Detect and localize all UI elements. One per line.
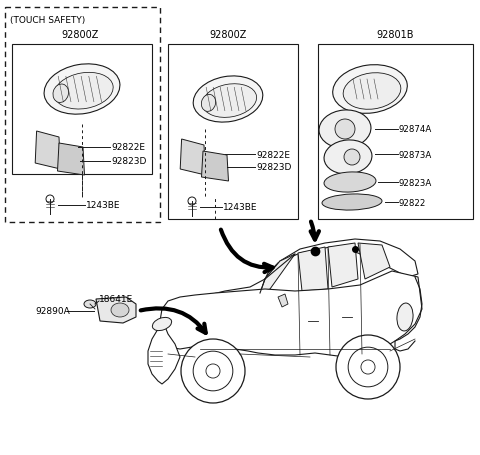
Circle shape: [188, 197, 196, 206]
Ellipse shape: [324, 141, 372, 175]
Ellipse shape: [397, 303, 413, 331]
Polygon shape: [35, 131, 60, 170]
Circle shape: [344, 150, 360, 166]
Polygon shape: [278, 294, 288, 307]
Ellipse shape: [193, 77, 263, 123]
Circle shape: [348, 348, 388, 387]
Ellipse shape: [84, 300, 96, 308]
Circle shape: [46, 196, 54, 203]
Text: 92822E: 92822E: [256, 150, 290, 159]
Polygon shape: [358, 243, 390, 279]
Polygon shape: [265, 239, 418, 279]
Circle shape: [335, 120, 355, 140]
Bar: [318, 45, 473, 219]
Text: 1243BE: 1243BE: [223, 203, 257, 212]
Ellipse shape: [203, 85, 257, 118]
Ellipse shape: [333, 66, 408, 114]
Text: 1243BE: 1243BE: [86, 201, 120, 210]
Bar: [168, 45, 298, 219]
Ellipse shape: [202, 95, 216, 112]
Text: 92822E: 92822E: [111, 143, 145, 152]
Ellipse shape: [152, 318, 172, 331]
Circle shape: [206, 364, 220, 378]
Text: 92801B: 92801B: [376, 30, 414, 40]
Text: 92874A: 92874A: [399, 125, 432, 134]
Ellipse shape: [343, 74, 401, 110]
Polygon shape: [180, 140, 205, 176]
Polygon shape: [328, 243, 358, 288]
Polygon shape: [58, 144, 84, 176]
Ellipse shape: [324, 172, 376, 192]
Polygon shape: [160, 271, 422, 357]
Text: 92890A: 92890A: [35, 307, 70, 316]
Circle shape: [193, 351, 233, 391]
Polygon shape: [260, 254, 295, 293]
Text: 18641E: 18641E: [99, 295, 133, 304]
Text: 92822: 92822: [399, 198, 426, 207]
Text: 92823D: 92823D: [256, 163, 291, 172]
Ellipse shape: [319, 111, 371, 149]
Text: (TOUCH SAFETY): (TOUCH SAFETY): [10, 15, 85, 25]
Ellipse shape: [44, 65, 120, 115]
Text: 92800Z: 92800Z: [209, 30, 247, 40]
Text: 92800Z: 92800Z: [61, 30, 99, 40]
Text: 92823A: 92823A: [399, 178, 432, 187]
Circle shape: [361, 360, 375, 374]
Circle shape: [336, 335, 400, 399]
Polygon shape: [162, 279, 265, 319]
Text: 92823D: 92823D: [111, 157, 146, 166]
Bar: [5, 8, 160, 222]
Polygon shape: [298, 248, 328, 291]
Ellipse shape: [53, 85, 69, 103]
Polygon shape: [148, 319, 180, 384]
Circle shape: [181, 339, 245, 403]
Ellipse shape: [54, 73, 113, 110]
Ellipse shape: [111, 303, 129, 317]
Bar: [12, 45, 152, 175]
Polygon shape: [96, 298, 136, 324]
Text: 92873A: 92873A: [399, 150, 432, 159]
Ellipse shape: [322, 194, 382, 211]
Polygon shape: [202, 152, 228, 182]
